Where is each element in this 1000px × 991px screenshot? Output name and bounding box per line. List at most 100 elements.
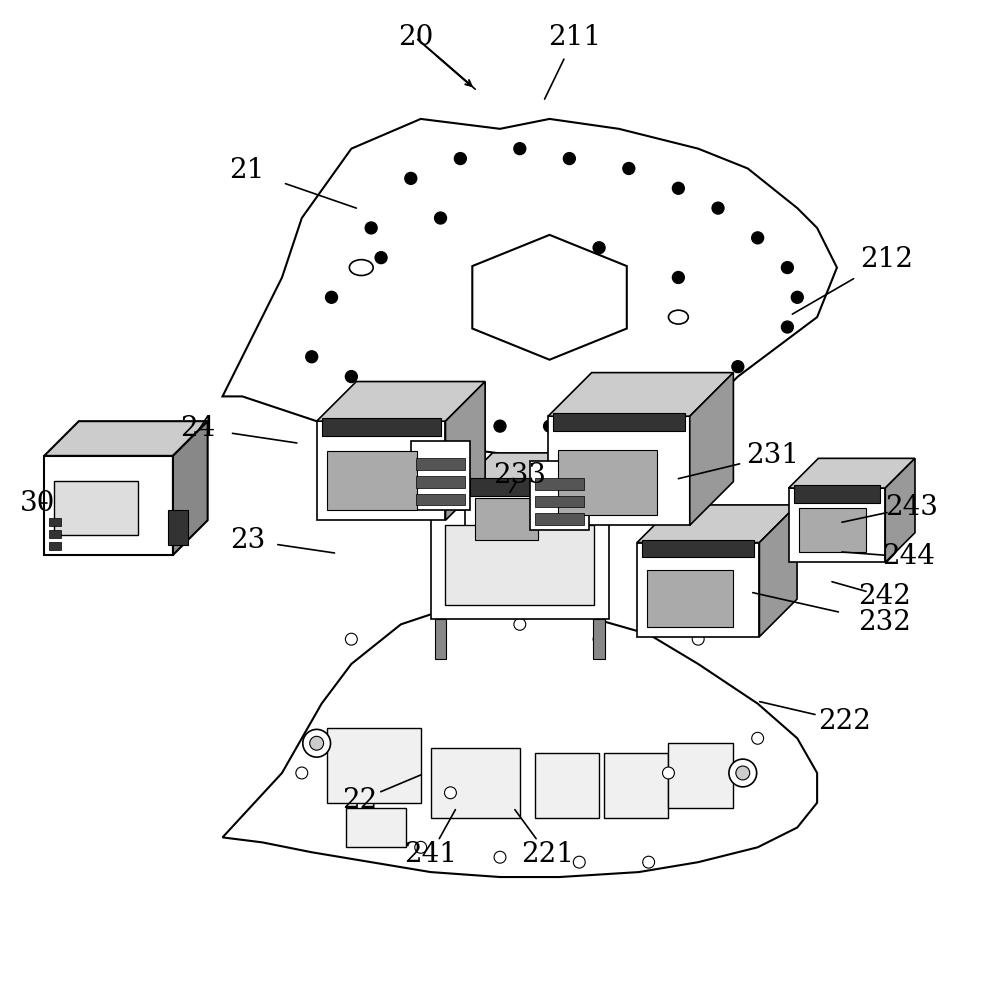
Bar [168, 510, 188, 545]
Text: 241: 241 [404, 840, 457, 868]
Bar [431, 748, 520, 818]
Circle shape [672, 272, 684, 283]
Text: 222: 222 [818, 708, 871, 735]
Polygon shape [445, 382, 485, 520]
Text: 243: 243 [885, 494, 938, 521]
Circle shape [415, 841, 427, 853]
Circle shape [405, 172, 417, 184]
Text: 30: 30 [20, 490, 55, 517]
Circle shape [296, 767, 308, 779]
Polygon shape [789, 458, 915, 488]
Circle shape [345, 633, 357, 645]
Bar [49, 542, 61, 550]
Circle shape [514, 618, 526, 630]
Polygon shape [637, 505, 797, 543]
Text: 20: 20 [398, 24, 433, 52]
Bar [535, 513, 584, 525]
Circle shape [593, 633, 605, 645]
Circle shape [593, 420, 605, 432]
Text: 231: 231 [746, 442, 799, 470]
Bar [411, 441, 470, 510]
Polygon shape [548, 416, 690, 525]
Bar [470, 478, 550, 496]
Bar [535, 753, 599, 818]
Polygon shape [223, 605, 817, 877]
Text: 212: 212 [860, 246, 913, 274]
Circle shape [326, 291, 337, 303]
Bar [535, 478, 584, 490]
Text: 242: 242 [858, 583, 911, 610]
Bar [553, 413, 685, 431]
Circle shape [345, 371, 357, 383]
Bar [431, 510, 609, 619]
Text: 21: 21 [230, 157, 265, 184]
Circle shape [306, 351, 318, 363]
Bar [799, 508, 866, 553]
Circle shape [573, 856, 585, 868]
Circle shape [494, 851, 506, 863]
Circle shape [563, 153, 575, 165]
Circle shape [643, 400, 655, 412]
Text: 244: 244 [882, 543, 935, 571]
Circle shape [303, 729, 331, 757]
Circle shape [514, 143, 526, 155]
Bar [530, 461, 589, 530]
Circle shape [736, 766, 750, 780]
Polygon shape [44, 421, 208, 456]
Bar [794, 485, 880, 502]
Polygon shape [637, 543, 759, 636]
Circle shape [365, 222, 377, 234]
Circle shape [445, 787, 456, 799]
Circle shape [663, 767, 674, 779]
Polygon shape [555, 453, 583, 550]
Bar [49, 518, 61, 526]
Circle shape [375, 252, 387, 264]
Bar [647, 570, 733, 626]
Text: 22: 22 [342, 787, 377, 815]
Bar [445, 525, 594, 605]
Polygon shape [173, 421, 208, 555]
Bar [327, 728, 421, 803]
Bar [322, 418, 441, 436]
Circle shape [643, 856, 655, 868]
Polygon shape [472, 235, 627, 360]
Circle shape [593, 242, 605, 254]
Ellipse shape [349, 260, 373, 275]
Circle shape [445, 410, 456, 422]
Circle shape [791, 291, 803, 303]
Circle shape [435, 212, 446, 224]
Polygon shape [789, 488, 885, 563]
Circle shape [752, 732, 764, 744]
Bar [327, 451, 417, 510]
Bar [604, 753, 668, 818]
Bar [435, 619, 446, 659]
Bar [416, 458, 465, 470]
Circle shape [781, 321, 793, 333]
Circle shape [692, 633, 704, 645]
Text: 221: 221 [521, 840, 574, 868]
Polygon shape [317, 382, 485, 421]
Ellipse shape [668, 310, 688, 324]
Polygon shape [548, 373, 733, 416]
Bar [54, 481, 138, 535]
Text: 233: 233 [493, 462, 546, 490]
Circle shape [692, 381, 704, 392]
Polygon shape [465, 481, 555, 550]
Bar [475, 498, 538, 540]
Bar [558, 450, 657, 515]
Text: 211: 211 [548, 24, 601, 52]
Polygon shape [317, 421, 445, 520]
Circle shape [395, 390, 407, 402]
Text: 23: 23 [230, 526, 265, 554]
Text: 24: 24 [180, 414, 215, 442]
Bar [535, 496, 584, 507]
Bar [49, 530, 61, 538]
Circle shape [544, 420, 555, 432]
Circle shape [732, 361, 744, 373]
Circle shape [712, 202, 724, 214]
Bar [668, 743, 733, 808]
Polygon shape [690, 373, 733, 525]
Text: 232: 232 [858, 608, 911, 636]
Circle shape [623, 163, 635, 174]
Polygon shape [885, 458, 915, 563]
